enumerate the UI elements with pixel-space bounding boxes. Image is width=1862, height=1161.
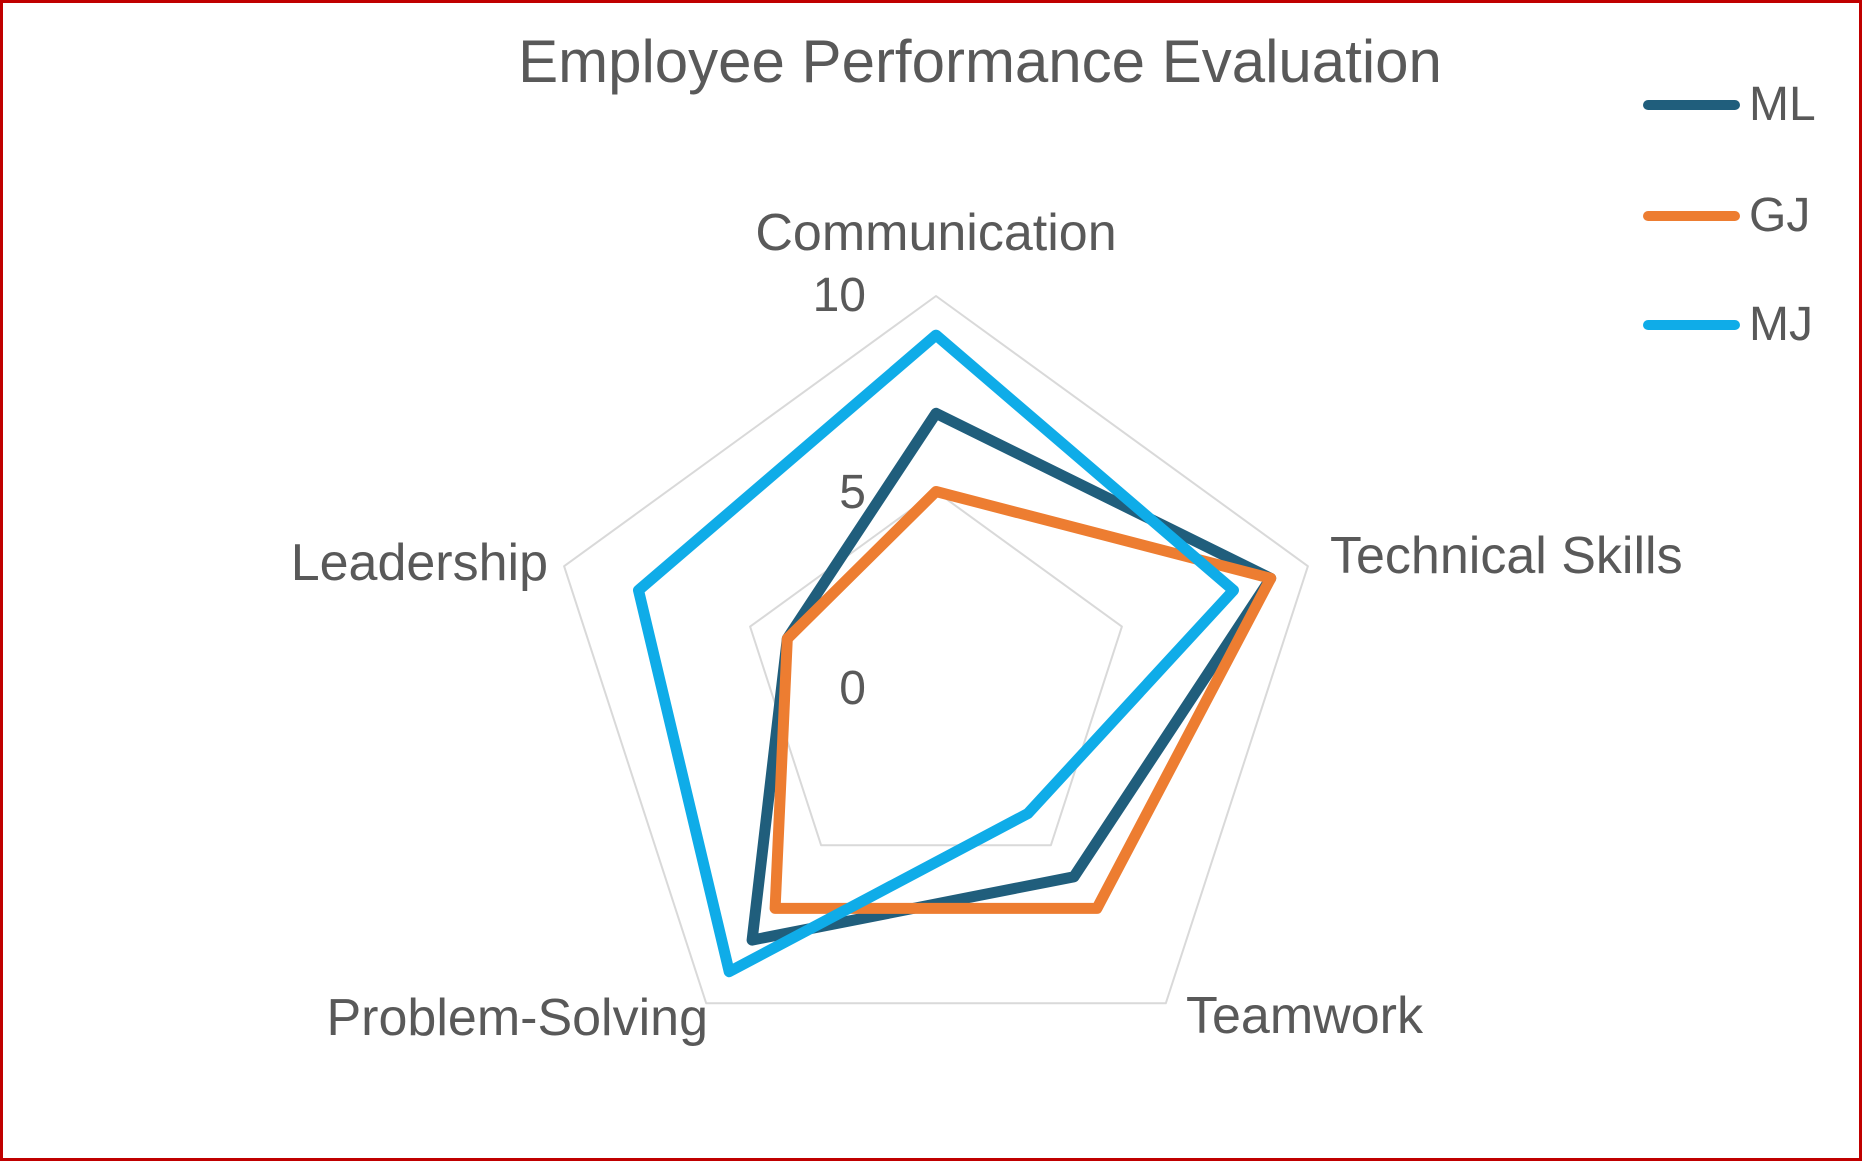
axis-tick-0: 0 [839, 662, 866, 715]
legend-swatch [1643, 100, 1740, 110]
series-line-gj [769, 486, 1277, 914]
axis-tick-10: 10 [812, 269, 866, 322]
legend-label: MJ [1749, 298, 1813, 351]
chart-title: Employee Performance Evaluation [518, 28, 1442, 95]
legend-item-gj: GJ [1643, 188, 1810, 244]
category-label-technical-skills: Technical Skills [1330, 527, 1683, 585]
series-line-mj [633, 329, 1239, 978]
category-label-communication: Communication [755, 204, 1117, 262]
axis-tick-5: 5 [839, 466, 866, 519]
legend-item-ml: ML [1643, 77, 1816, 133]
category-label-teamwork: Teamwork [1186, 987, 1423, 1045]
category-label-leadership: Leadership [290, 534, 548, 592]
grid-pentagon-10 [563, 295, 1309, 1005]
legend-swatch [1643, 320, 1740, 330]
legend-swatch [1643, 211, 1740, 221]
radar-chart-canvas [563, 295, 1309, 1005]
legend-label: ML [1749, 78, 1816, 131]
grid-pentagon-5 [749, 490, 1123, 847]
legend-label: GJ [1749, 189, 1811, 242]
legend-item-mj: MJ [1643, 297, 1813, 353]
category-label-problem-solving: Problem-Solving [326, 989, 709, 1047]
